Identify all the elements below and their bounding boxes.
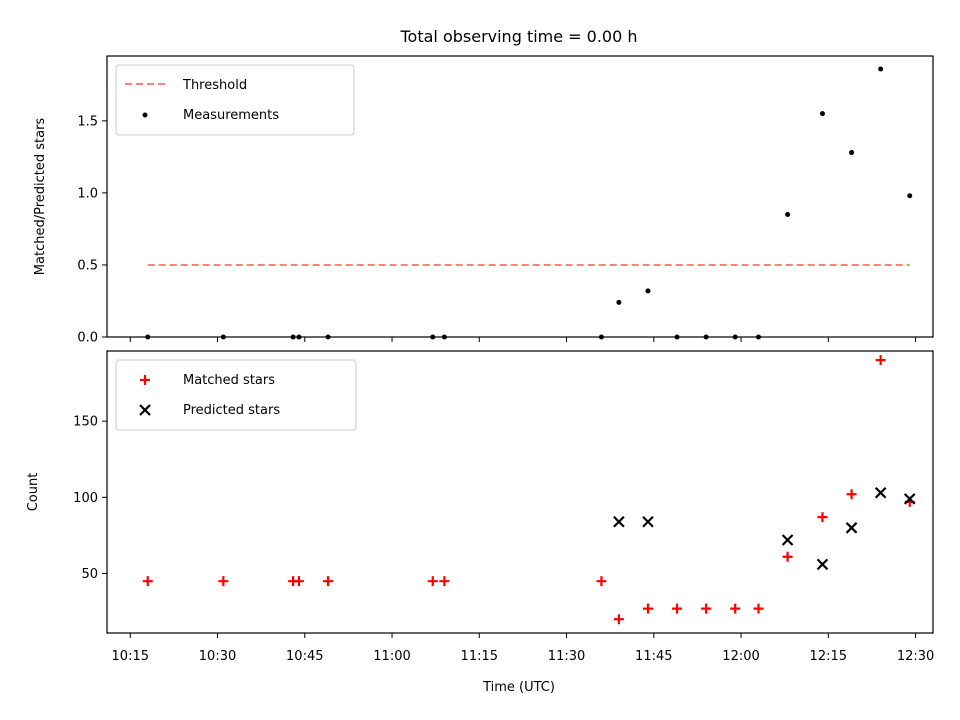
data-point (845, 522, 858, 534)
x-tick-label: 11:30 (548, 649, 585, 664)
x-tick-label: 12:00 (722, 649, 759, 664)
x-tick-label: 12:30 (897, 649, 934, 664)
legend-marker (139, 404, 151, 416)
x-tick-label: 11:15 (461, 649, 498, 664)
data-point (730, 603, 741, 614)
data-point (781, 534, 794, 546)
data-point (785, 212, 791, 218)
y-tick-label: 0.5 (77, 258, 98, 273)
data-point (642, 515, 654, 528)
x-tick-label: 10:30 (199, 649, 236, 664)
data-point (903, 493, 916, 505)
data-point (701, 603, 712, 614)
data-point (672, 603, 683, 614)
data-point (613, 614, 624, 625)
y-tick-label: 50 (81, 567, 98, 582)
legend-box (115, 359, 357, 431)
data-point (753, 603, 764, 614)
legend-label: Predicted stars (183, 403, 280, 418)
legend: Matched stars Predicted stars (115, 359, 357, 431)
legend-label: Threshold (182, 78, 247, 93)
data-point (817, 512, 828, 523)
legend-label: Measurements (183, 108, 279, 123)
x-tick-label: 10:45 (286, 649, 323, 664)
chart-title: Total observing time = 0.00 h (399, 27, 637, 46)
data-point (642, 603, 653, 614)
data-point (874, 486, 887, 499)
data-point (645, 288, 651, 294)
data-point (142, 576, 153, 587)
top-panel: 0.0 0.5 1.0 1.5 Matched/Predicted stars Thres… (33, 55, 934, 346)
y-tick-label: 150 (73, 415, 98, 430)
y-axis-label: Count (26, 473, 41, 512)
legend-box (115, 64, 355, 136)
data-point (875, 355, 886, 366)
y-axis-label: Matched/Predicted stars (33, 118, 48, 276)
data-point (613, 515, 625, 528)
data-point (323, 576, 334, 587)
data-point (878, 66, 884, 72)
x-tick-label: 11:00 (373, 649, 410, 664)
data-point (849, 150, 855, 156)
data-point (782, 551, 793, 562)
axes-frame (106, 55, 934, 338)
legend-marker (142, 112, 148, 118)
data-point (596, 576, 607, 587)
data-point (907, 193, 913, 199)
y-tick-label: 0.0 (77, 331, 98, 346)
x-axis-label: Time (UTC) (482, 680, 555, 695)
legend-label: Matched stars (183, 373, 275, 388)
series-matched-stars (142, 355, 915, 625)
data-point (819, 111, 825, 117)
data-point (218, 576, 229, 587)
data-point (427, 576, 438, 587)
data-point (293, 576, 304, 587)
legend-marker (140, 375, 150, 385)
y-tick-label: 1.0 (77, 186, 98, 201)
x-tick-label: 12:15 (810, 649, 847, 664)
series-predicted-stars (613, 486, 916, 571)
data-point (816, 558, 829, 571)
x-tick-label: 11:45 (635, 649, 672, 664)
y-tick-label: 1.5 (77, 114, 98, 129)
x-tick-label: 10:15 (112, 649, 149, 664)
data-point (616, 299, 622, 305)
data-point (439, 576, 450, 587)
legend: Threshold Measurements (115, 64, 355, 136)
axes-frame (106, 350, 934, 634)
y-tick-label: 100 (73, 491, 98, 506)
bottom-panel: 50 100 150 10:15 10:30 10:45 11:00 11:15 11:30 11… (26, 350, 934, 664)
data-point (846, 489, 857, 500)
